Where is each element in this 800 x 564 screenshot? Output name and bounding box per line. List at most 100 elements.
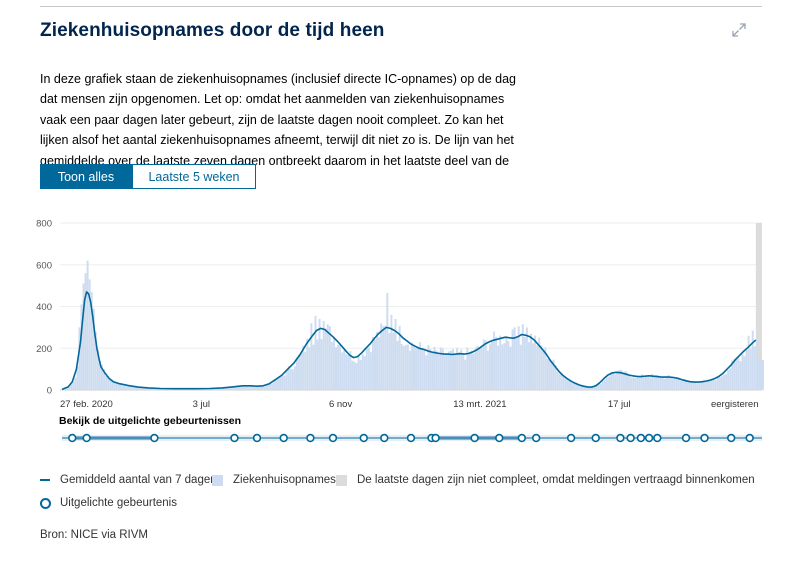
admission-bar — [608, 376, 610, 390]
event-marker[interactable] — [380, 433, 389, 443]
admission-bar — [552, 359, 555, 390]
admission-bar — [519, 344, 522, 390]
y-tick-label: 200 — [36, 344, 52, 355]
event-marker[interactable] — [279, 433, 288, 443]
admission-bar — [647, 376, 649, 390]
admission-bar — [64, 388, 67, 390]
admission-bar — [511, 329, 514, 390]
event-marker[interactable] — [495, 433, 504, 443]
admission-bar — [630, 377, 633, 390]
admission-bar — [710, 378, 713, 390]
event-marker[interactable] — [230, 433, 239, 443]
admission-bar — [131, 385, 134, 390]
admission-bar — [720, 376, 723, 390]
admission-bar — [388, 333, 391, 390]
expand-icon[interactable] — [731, 22, 747, 38]
admission-bar — [324, 328, 327, 390]
event-marker[interactable] — [745, 433, 754, 443]
admission-bar — [690, 381, 693, 390]
admission-bar — [612, 372, 615, 390]
event-marker[interactable] — [470, 433, 479, 443]
admission-bar — [417, 346, 420, 390]
admission-bar — [421, 348, 424, 390]
event-marker[interactable] — [359, 433, 368, 443]
admission-bar — [466, 347, 469, 390]
admission-bar — [361, 354, 364, 390]
admission-bar — [638, 376, 641, 390]
intro-text: In deze grafiek staan de ziekenhuisopnam… — [40, 71, 516, 189]
x-tick-label: 13 mrt. 2021 — [453, 399, 506, 410]
event-marker[interactable] — [82, 433, 91, 443]
x-tick-label: eergisteren — [711, 399, 759, 410]
event-marker[interactable] — [653, 433, 662, 443]
admission-bar — [351, 360, 354, 390]
admission-bar — [456, 347, 459, 390]
admission-bar — [449, 350, 452, 390]
admission-bar — [513, 327, 516, 390]
admission-bar — [215, 388, 218, 390]
admission-bar — [402, 345, 405, 390]
event-marker[interactable] — [616, 433, 625, 443]
admission-bar — [117, 383, 120, 390]
admission-bar — [376, 331, 379, 390]
x-tick-label: 17 jul — [608, 399, 631, 410]
admission-bar — [88, 279, 91, 390]
admission-bar — [501, 344, 504, 390]
admission-bar — [628, 375, 631, 390]
event-marker[interactable] — [591, 433, 600, 443]
admission-bar — [109, 379, 112, 390]
admission-bar — [74, 377, 77, 390]
admission-bar — [386, 292, 389, 390]
admission-bar — [343, 350, 346, 390]
event-marker[interactable] — [531, 433, 541, 443]
legend-label-average: Gemiddeld aantal van 7 dagen — [60, 474, 217, 486]
admission-bar — [380, 323, 383, 390]
admission-bar — [250, 386, 253, 390]
event-marker[interactable] — [328, 433, 338, 443]
event-marker[interactable] — [626, 433, 635, 443]
admission-bar — [92, 308, 95, 390]
event-marker[interactable] — [406, 433, 416, 443]
tab-toon-alles[interactable]: Toon alles — [40, 164, 132, 189]
event-marker[interactable] — [517, 433, 527, 443]
admission-bar — [363, 356, 366, 390]
y-tick-label: 0 — [47, 386, 52, 397]
event-marker[interactable] — [431, 433, 440, 443]
legend-label-admissions: Ziekenhuisopnames — [233, 474, 336, 486]
admission-bar — [564, 377, 567, 390]
admission-bar — [669, 376, 672, 390]
admission-bar — [476, 345, 479, 390]
event-marker[interactable] — [566, 433, 576, 443]
event-marker[interactable] — [681, 433, 691, 443]
admission-bar — [66, 388, 69, 390]
admission-bar — [384, 325, 387, 390]
top-divider — [40, 6, 762, 7]
admission-bar — [279, 376, 282, 390]
admission-bar — [751, 330, 754, 390]
admission-bar — [306, 338, 309, 390]
admission-bar — [304, 351, 307, 390]
admission-bar — [585, 386, 588, 390]
admission-bar — [462, 354, 465, 390]
admission-bar — [749, 348, 752, 390]
event-marker[interactable] — [644, 433, 654, 443]
tab-laatste-5-weken[interactable]: Laatste 5 weken — [132, 164, 256, 189]
admission-bar — [503, 343, 506, 390]
admission-bar — [146, 387, 149, 390]
admission-bar — [98, 361, 101, 390]
admission-bar — [140, 387, 142, 390]
event-marker[interactable] — [700, 433, 709, 443]
event-marker[interactable] — [150, 433, 159, 443]
admission-bar — [729, 368, 732, 390]
y-tick-label: 600 — [36, 260, 52, 271]
event-marker[interactable] — [306, 433, 315, 443]
admission-bar — [741, 353, 744, 390]
admission-bar — [673, 378, 676, 390]
legend-incomplete-swatch — [336, 474, 347, 486]
event-marker[interactable] — [636, 433, 646, 443]
admission-bar — [408, 350, 411, 390]
event-marker[interactable] — [252, 433, 262, 443]
average-line — [61, 291, 757, 391]
event-marker[interactable] — [727, 433, 736, 443]
event-marker[interactable] — [68, 433, 77, 443]
